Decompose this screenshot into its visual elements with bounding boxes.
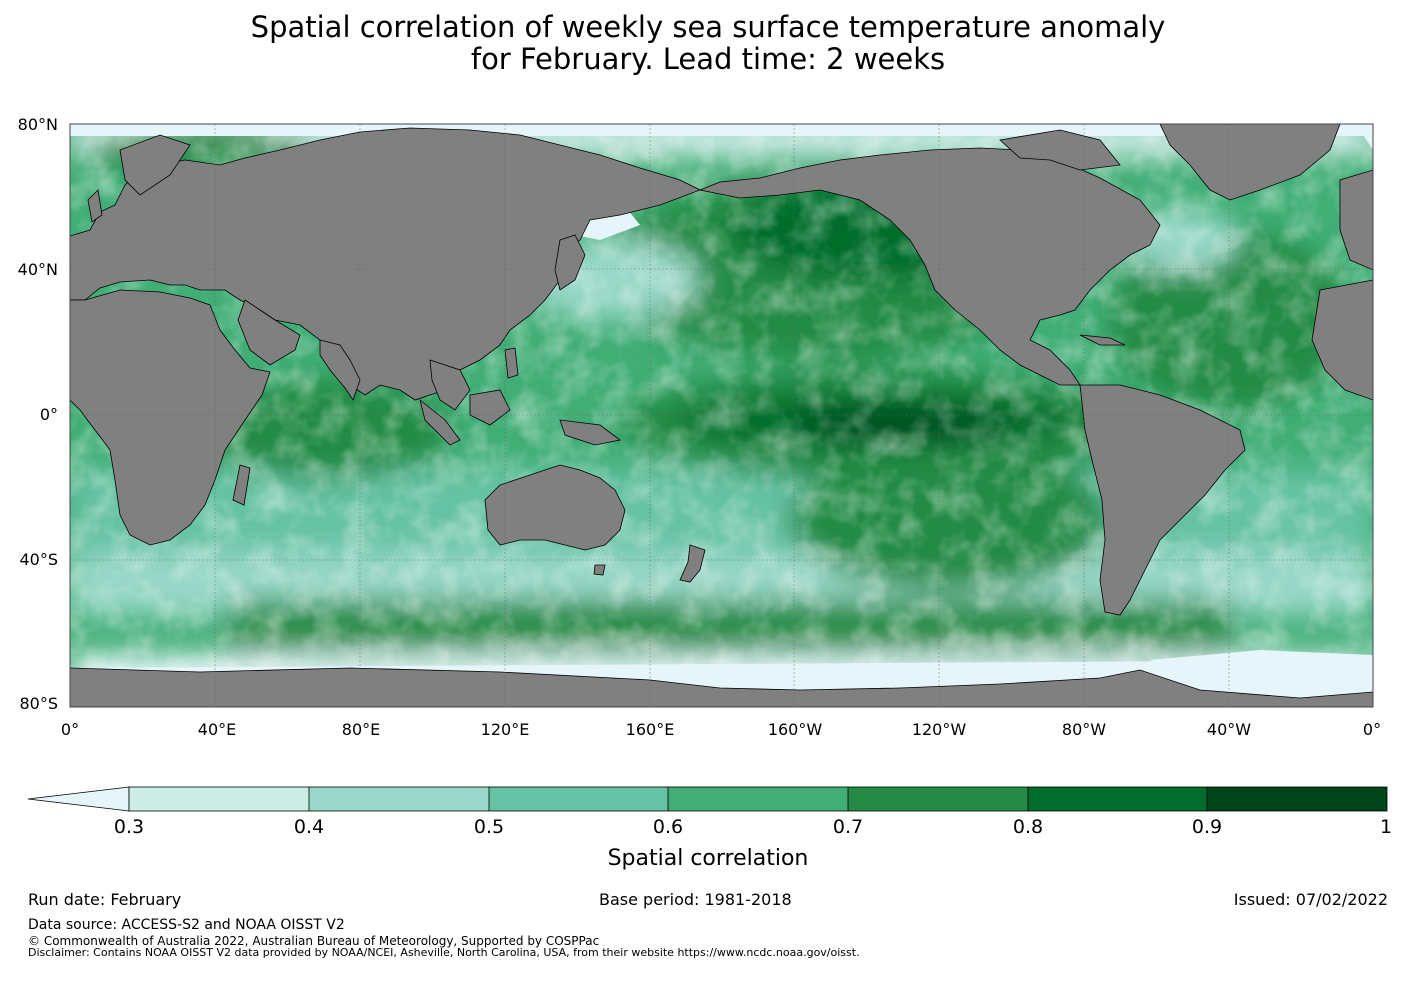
lat-label-40n: 40°N bbox=[17, 260, 58, 279]
map-frame bbox=[69, 123, 1374, 708]
disclaimer: Disclaimer: Contains NOAA OISST V2 data … bbox=[28, 946, 860, 959]
lon-label-40e: 40°E bbox=[197, 720, 237, 739]
gridlines bbox=[70, 124, 1373, 707]
lon-label-40w: 40°W bbox=[1206, 720, 1252, 739]
lon-label-120w: 120°W bbox=[911, 720, 967, 739]
land-sumatra bbox=[419, 398, 461, 446]
lat-label-80s: 80°S bbox=[19, 694, 58, 713]
lon-label-80e: 80°E bbox=[341, 720, 381, 739]
land-india bbox=[319, 339, 361, 401]
data-source: Data source: ACCESS-S2 and NOAA OISST V2 bbox=[28, 917, 345, 933]
land-europe-east-edge bbox=[1339, 169, 1373, 271]
lon-label-80w: 80°W bbox=[1061, 720, 1107, 739]
colorbar-bin-2 bbox=[309, 787, 489, 811]
land-tasmania bbox=[593, 564, 606, 576]
land-arabia bbox=[237, 299, 301, 366]
land-arctic-islands bbox=[999, 129, 1121, 171]
lon-label-160w: 160°W bbox=[767, 720, 823, 739]
lat-label-equator: 0° bbox=[39, 405, 58, 424]
land-antarctica bbox=[70, 667, 1373, 707]
issued-date: Issued: 07/02/2022 bbox=[1233, 890, 1388, 909]
base-period: Base period: 1981-2018 bbox=[599, 890, 792, 909]
land-cuba bbox=[1079, 334, 1126, 346]
lat-label-80n: 80°N bbox=[17, 115, 58, 134]
colorbar-bin-7 bbox=[1207, 787, 1387, 811]
land-eurasia bbox=[70, 127, 701, 401]
colorbar-tick-0.9: 0.9 bbox=[1191, 816, 1223, 838]
land-south-america bbox=[1079, 384, 1246, 616]
lon-label-0-left: 0° bbox=[60, 720, 80, 739]
land-africa bbox=[70, 289, 271, 546]
lon-label-0-right: 0° bbox=[1362, 720, 1382, 739]
land-iberia-africa-west bbox=[1311, 279, 1373, 401]
colorbar-bin-6 bbox=[1028, 787, 1207, 811]
land-southeast-asia bbox=[429, 359, 471, 411]
land-north-america bbox=[698, 147, 1161, 386]
land-philippines bbox=[504, 347, 519, 379]
colorbar-bin-3 bbox=[489, 787, 668, 811]
colorbar-tick-0.6: 0.6 bbox=[652, 816, 684, 838]
copyright: © Commonwealth of Australia 2022, Austra… bbox=[28, 934, 600, 948]
land-madagascar bbox=[232, 464, 251, 506]
lon-label-120e: 120°E bbox=[480, 720, 530, 739]
land-borneo bbox=[469, 389, 511, 426]
land-new-guinea bbox=[559, 419, 621, 446]
run-date: Run date: February bbox=[28, 890, 182, 909]
chart-title-line1: Spatial correlation of weekly sea surfac… bbox=[250, 10, 1166, 44]
colorbar-extend-arrow bbox=[27, 786, 130, 812]
colorbar bbox=[27, 786, 1388, 812]
land-japan bbox=[554, 234, 586, 291]
land-new-zealand bbox=[679, 544, 706, 583]
colorbar-tick-0.5: 0.5 bbox=[473, 816, 505, 838]
colorbar-title: Spatial correlation bbox=[607, 846, 809, 871]
colorbar-bin-4 bbox=[668, 787, 848, 811]
colorbar-tick-0.4: 0.4 bbox=[293, 816, 325, 838]
land-scandinavia bbox=[119, 134, 191, 196]
colorbar-bin-1 bbox=[129, 787, 309, 811]
chart-title-line2: for February. Lead time: 2 weeks bbox=[470, 42, 946, 76]
colorbar-tick-1: 1 bbox=[1379, 816, 1393, 838]
colorbar-tick-0.3: 0.3 bbox=[113, 816, 145, 838]
colorbar-tick-0.8: 0.8 bbox=[1012, 816, 1044, 838]
lon-label-160e: 160°E bbox=[625, 720, 675, 739]
land-greenland bbox=[1159, 124, 1341, 201]
colorbar-tick-0.7: 0.7 bbox=[832, 816, 864, 838]
lat-label-40s: 40°S bbox=[19, 550, 58, 569]
colorbar-bin-5 bbox=[848, 787, 1028, 811]
land-australia bbox=[484, 464, 626, 551]
land bbox=[70, 124, 1373, 707]
land-uk bbox=[87, 189, 103, 223]
